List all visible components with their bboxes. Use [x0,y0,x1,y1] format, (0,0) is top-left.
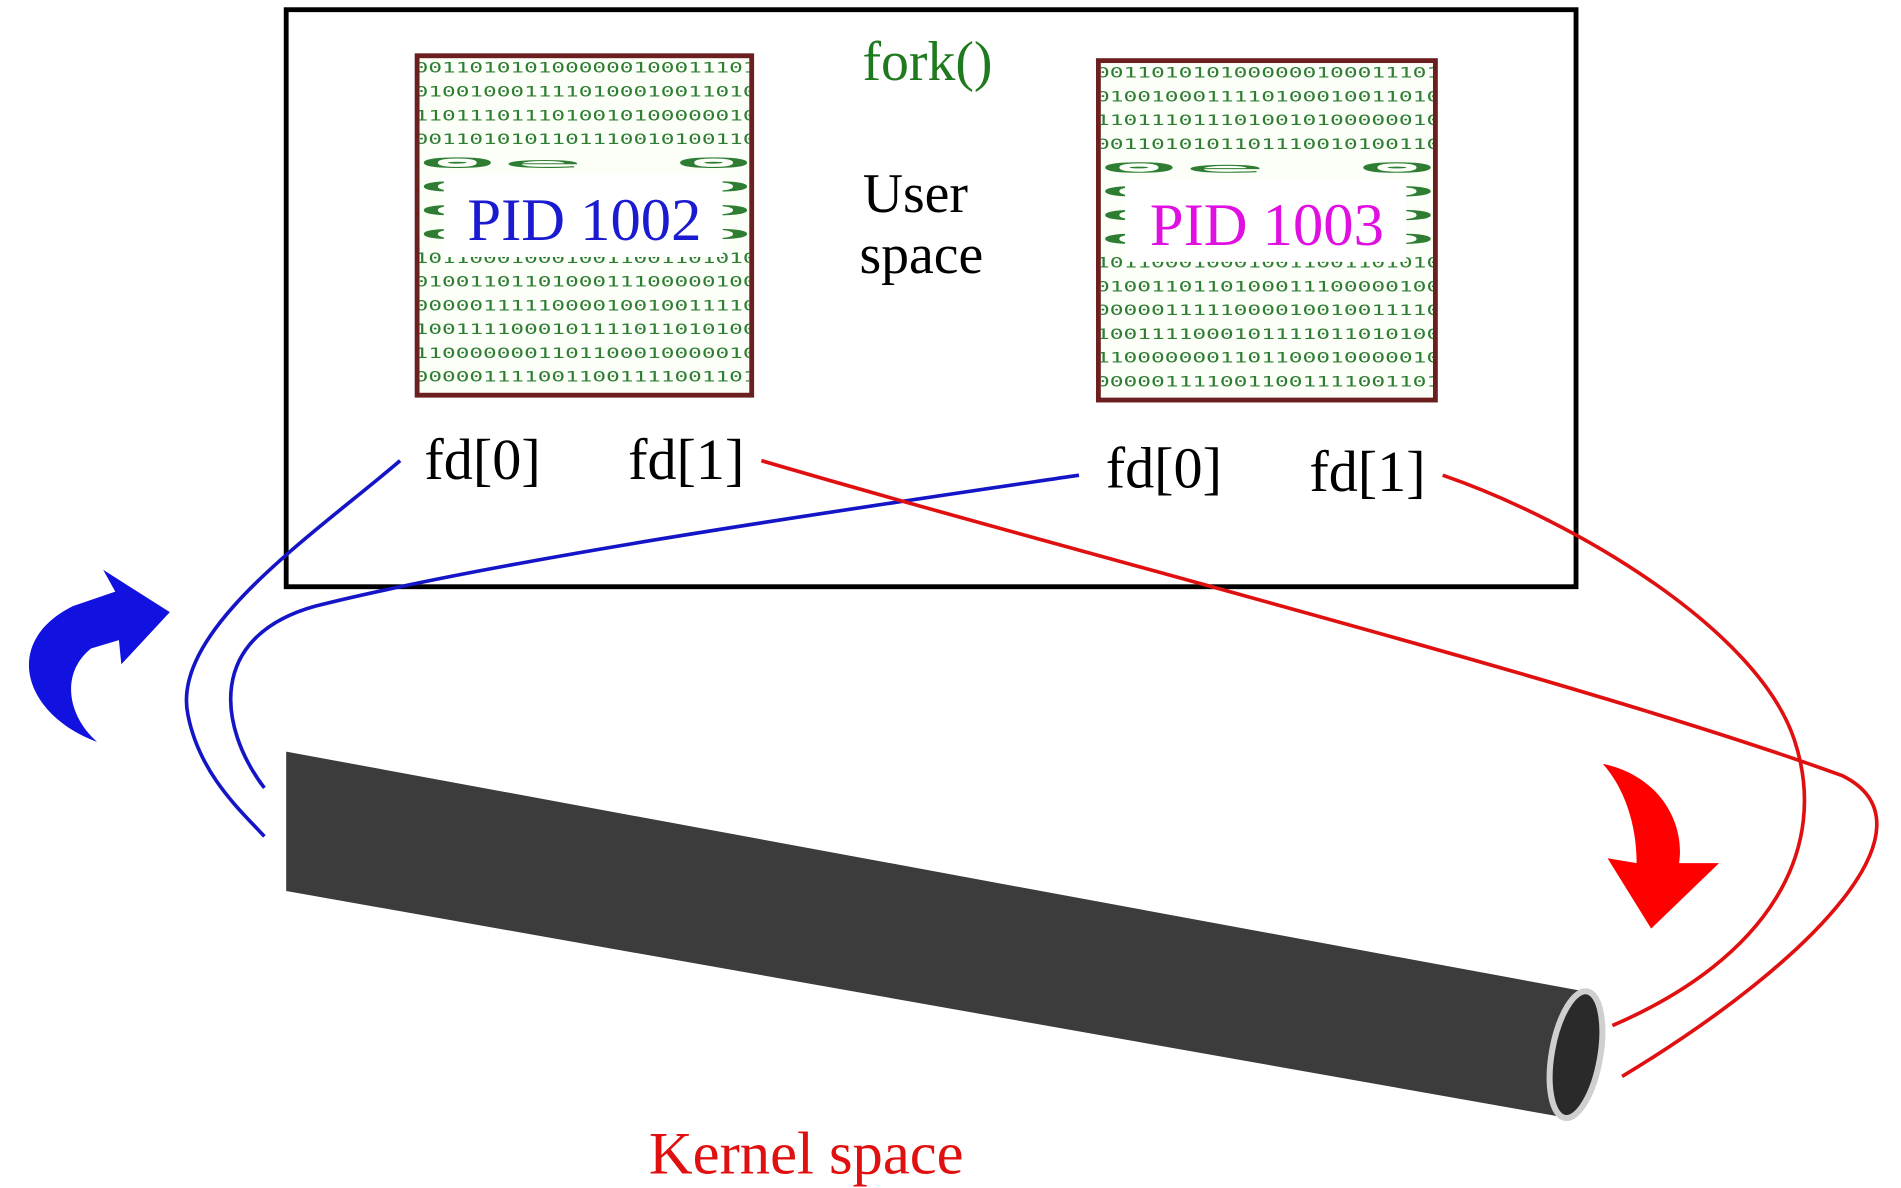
binary-row: 1101110111010010100000010 [415,108,757,124]
write-arrow [1603,764,1719,929]
binary-row: 0e 0 [415,156,757,172]
binary-row: 1101110111010010100000010 [1096,113,1440,129]
binary-row: 0100110110100011100000100 [1096,279,1440,295]
binary-row: 0e 0 [1096,161,1440,177]
binary-row: 0011010101000000100011101 [1096,66,1440,82]
pipe-read-line [231,475,1079,788]
user-space-label: space [859,224,983,286]
kernel-space-label: Kernel space [649,1120,964,1187]
binary-row: 0100100011110100010011010 [415,84,757,100]
page: {"title": "fork()", "user_space": ["User… [0,0,1901,1188]
diagram: 0011010101000000100011101 010010001111010… [0,0,1901,1188]
binary-row: 0000011111000010010011110 [415,298,757,314]
binary-row: 0000011110011001111001101 [1096,374,1440,390]
fd-label: fd[1] [628,427,744,492]
process-image: 0011010101000000100011101 010010001111010… [1096,61,1440,400]
pipe [286,752,1611,1123]
binary-row: 1001111000101111011010100 [415,322,757,338]
fd-label: fd[0] [424,427,540,492]
binary-row: 0000011110011001111001101 [415,370,757,386]
pipe-write-line [1443,475,1805,1025]
pipe-body [286,752,1586,1118]
fd-label: fd[1] [1309,439,1425,504]
binary-row: 0100110110100011100000100 [415,275,757,291]
read-arrow [29,570,170,742]
binary-row: 1001111000101111011010100 [1096,327,1440,343]
binary-row: 1100000001101100010000010 [415,346,757,362]
fork-label: fork() [862,31,992,93]
binary-row: 0000011111000010010011110 [1096,303,1440,319]
pid-label: PID 1002 [467,187,701,254]
user-space-label: User [863,163,969,225]
binary-row: 0100100011110100010011010 [1096,89,1440,105]
fd-label: fd[0] [1106,435,1222,500]
binary-row: 1100000001101100010000010 [1096,351,1440,367]
pid-label: PID 1003 [1150,192,1384,259]
binary-row: 0011010101000000100011101 [415,61,757,77]
binary-row: 0011010101101110010100110 [415,132,757,148]
binary-row: 0011010101101110010100110 [1096,137,1440,153]
process-image: 0011010101000000100011101 010010001111010… [415,56,757,395]
